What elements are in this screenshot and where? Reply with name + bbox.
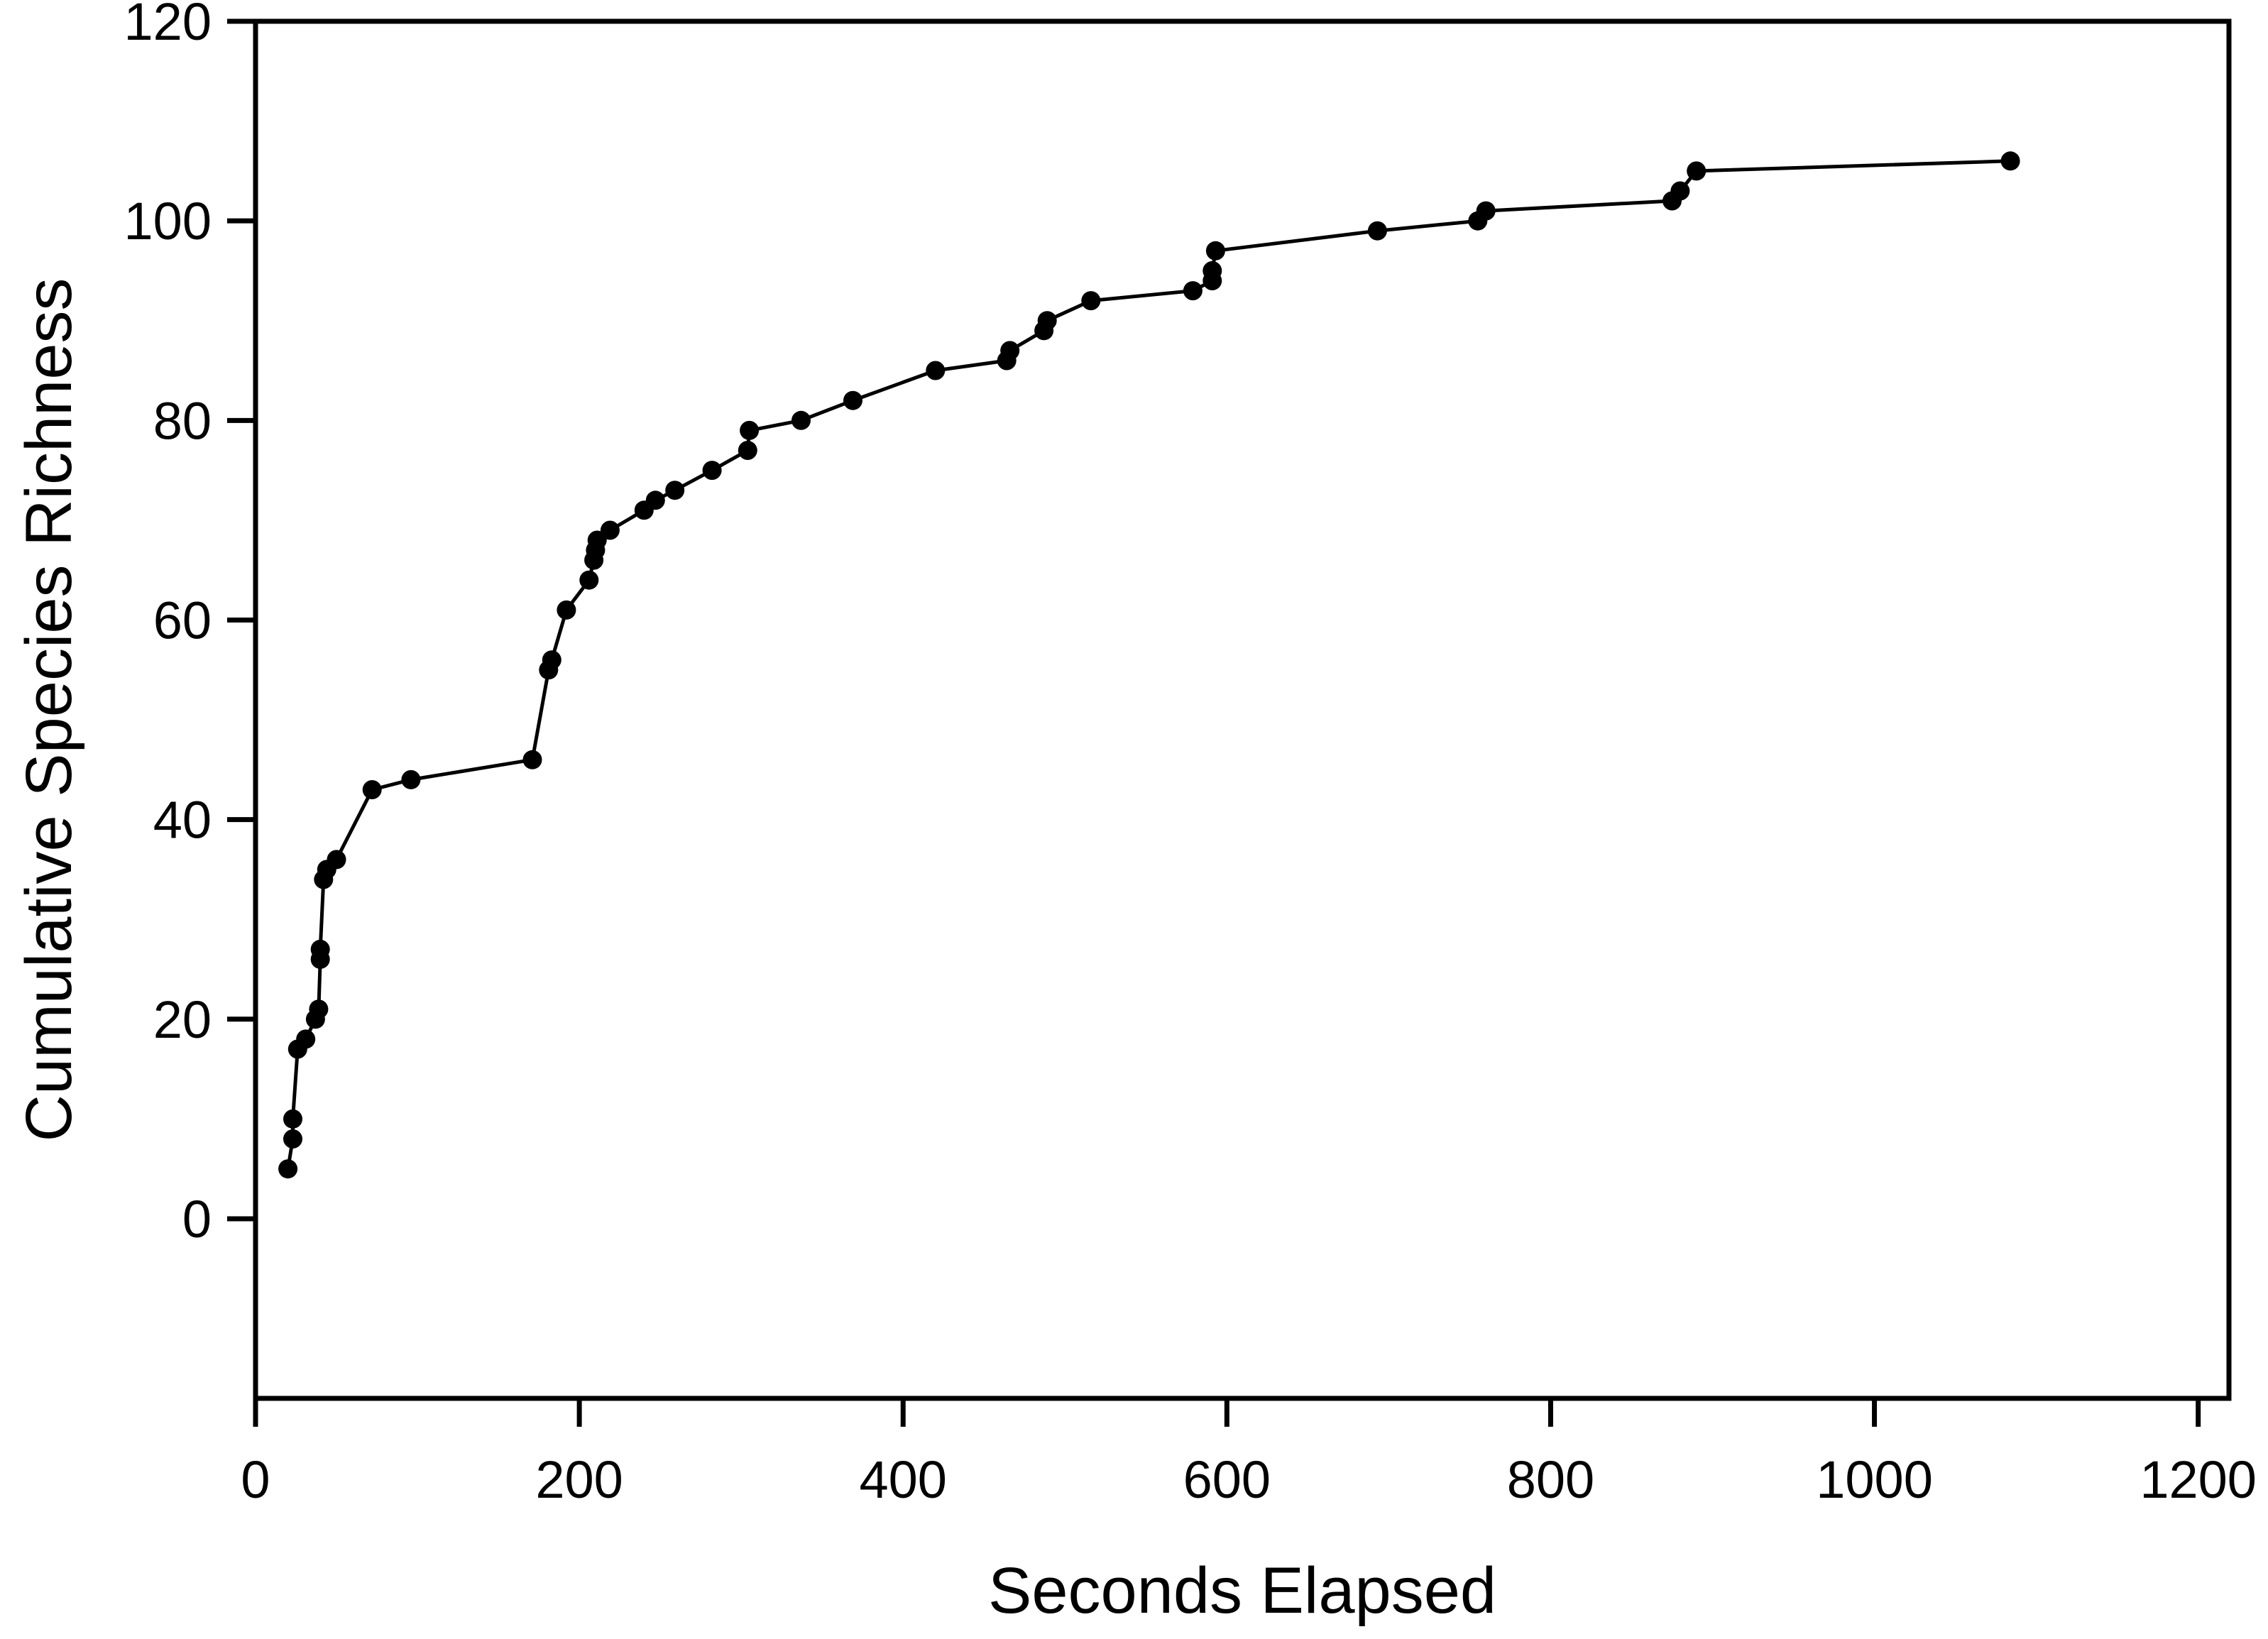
data-point <box>1687 161 1707 181</box>
data-point <box>1000 341 1020 361</box>
data-point <box>738 441 757 460</box>
data-point <box>843 390 862 410</box>
data-point <box>926 361 946 380</box>
y-tick-label: 20 <box>153 990 212 1049</box>
data-point <box>2000 151 2020 171</box>
plot-border <box>253 18 2232 1401</box>
data-point <box>522 750 542 769</box>
data-point <box>702 461 722 481</box>
y-tick-label: 60 <box>153 591 212 649</box>
y-tick-label: 100 <box>124 192 212 251</box>
data-point <box>542 650 561 670</box>
data-point <box>283 1129 302 1149</box>
data-point <box>278 1159 298 1179</box>
data-point <box>791 410 811 430</box>
data-series <box>278 151 2020 1179</box>
data-point <box>327 850 346 870</box>
data-point <box>1037 311 1057 331</box>
data-point <box>665 481 685 500</box>
x-axis-title: Seconds Elapsed <box>988 1555 1496 1627</box>
data-point <box>740 420 760 440</box>
x-tick-label: 800 <box>1507 1450 1594 1509</box>
y-tick-label: 0 <box>182 1190 212 1249</box>
y-tick-label: 80 <box>153 391 212 450</box>
data-point <box>1203 261 1222 280</box>
ticks-layer: 0 200 400 600 800 1000 1200 0 20 40 60 80 100 120 <box>124 0 2257 1509</box>
data-point <box>579 570 599 590</box>
y-tick-label: 40 <box>153 791 212 850</box>
data-point <box>401 769 421 789</box>
x-tick-label: 0 <box>241 1450 270 1509</box>
data-point <box>1367 221 1387 241</box>
data-point <box>309 999 329 1019</box>
y-axis-title: Cumulative Species Richness <box>13 278 85 1142</box>
data-point <box>310 939 330 959</box>
data-point <box>362 780 382 799</box>
data-point <box>1476 201 1496 221</box>
x-tick-label: 600 <box>1183 1450 1271 1509</box>
data-point <box>1081 291 1101 311</box>
x-tick-label: 1200 <box>2140 1450 2257 1509</box>
data-point <box>1205 241 1225 261</box>
data-point <box>296 1029 316 1049</box>
x-tick-label: 1000 <box>1816 1450 1933 1509</box>
data-point <box>645 490 665 510</box>
data-point <box>283 1109 302 1129</box>
data-point <box>587 530 607 550</box>
data-point <box>600 520 620 540</box>
x-tick-label: 400 <box>859 1450 946 1509</box>
data-point <box>1670 181 1690 201</box>
y-tick-label: 120 <box>124 0 212 51</box>
data-point <box>557 600 576 620</box>
x-tick-label: 200 <box>535 1450 623 1509</box>
data-point <box>1183 281 1203 301</box>
